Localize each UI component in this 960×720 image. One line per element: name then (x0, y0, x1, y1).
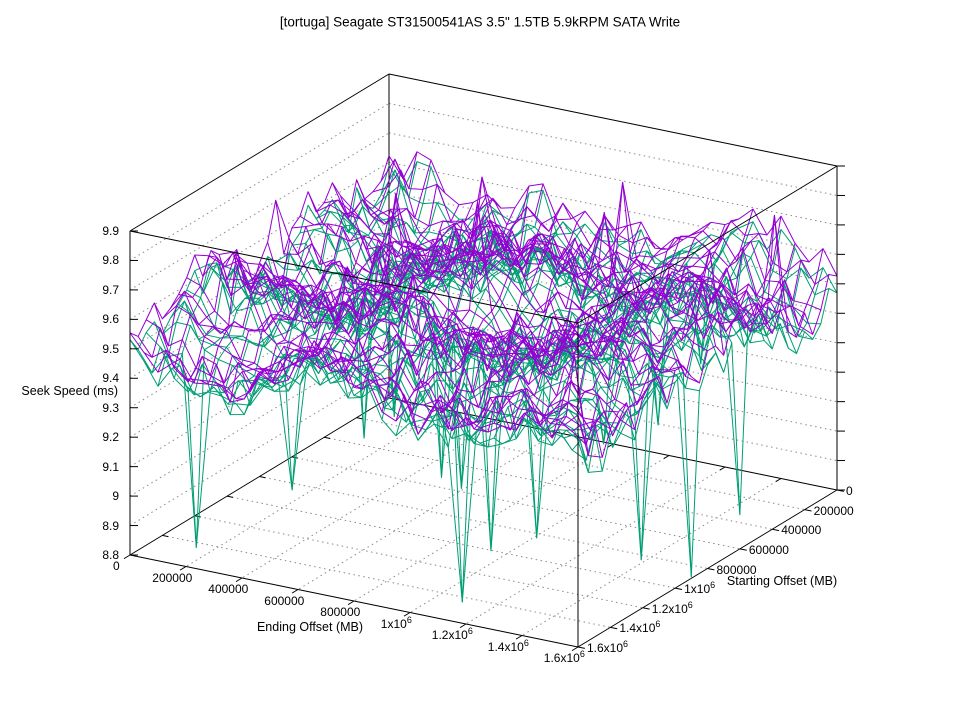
x-tick-label: 200000 (152, 570, 193, 585)
z-tick-label: 9.9 (102, 224, 119, 238)
x-tick-label: 400000 (208, 582, 249, 597)
x-tick-label: 1x106 (380, 614, 412, 631)
x-tick-label: 1.4x106 (487, 637, 529, 654)
z-tick-label: 9.6 (102, 312, 119, 327)
chart-title: [tortuga] Seagate ST31500541AS 3.5" 1.5T… (279, 14, 681, 30)
y-tick-label: 0 (846, 484, 853, 498)
z-tick-label: 9.4 (102, 371, 119, 386)
y-tick-label: 800000 (716, 562, 757, 577)
y-tick-label: 600000 (748, 542, 789, 557)
x-axis-title: Ending Offset (MB) (256, 620, 364, 634)
z-tick-label: 9.5 (102, 341, 119, 356)
x-tick-label: 600000 (264, 593, 305, 608)
z-axis-title: Seek Speed (ms) (21, 384, 118, 398)
z-tick-label: 9.1 (102, 459, 119, 474)
x-tick-label: 1.6x106 (543, 649, 585, 666)
y-axis-title: Starting Offset (MB) (726, 574, 838, 588)
z-tick-label: 9.7 (102, 282, 119, 297)
y-tick-label: 400000 (781, 523, 822, 538)
z-tick-label: 9.8 (102, 253, 119, 268)
x-tick-label: 0 (112, 559, 120, 574)
x-tick-label: 1.2x106 (431, 626, 473, 643)
z-tick-label: 9.2 (102, 430, 119, 445)
z-tick-label: 9.3 (102, 400, 119, 415)
z-tick-label: 8.9 (102, 518, 119, 533)
y-tick-label: 1x106 (684, 580, 716, 597)
z-tick-label: 9 (112, 489, 119, 504)
y-tick-label: 200000 (813, 503, 854, 518)
y-tick-label: 1.4x106 (619, 619, 661, 636)
y-tick-label: 1.2x106 (651, 599, 693, 616)
z-tick-label: 8.8 (102, 548, 119, 562)
y-tick-label: 1.6x106 (587, 639, 629, 656)
x-tick-label: 800000 (320, 605, 361, 620)
